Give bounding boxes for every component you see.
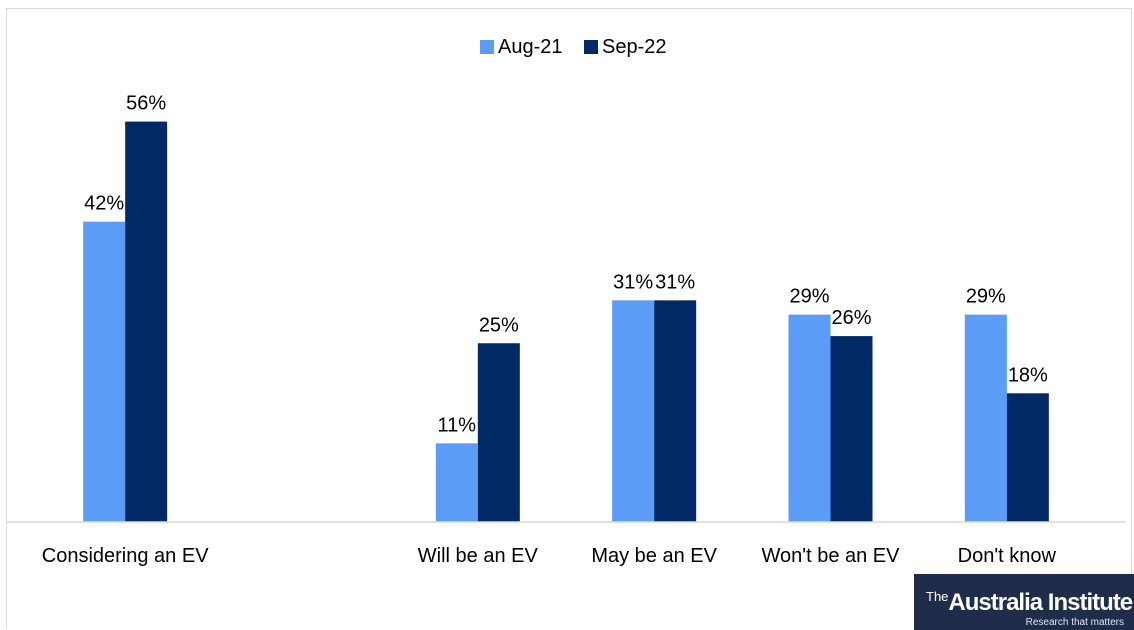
legend-label-aug-21: Aug-21 [498, 36, 563, 58]
data-label-sep-22-won-t-be-an-ev: 26% [831, 307, 871, 329]
legend: Aug-21 Sep-22 [480, 36, 667, 58]
x-tick-label-may-be-an-ev: May be an EV [591, 545, 717, 567]
bar-aug-21-don-t-know [964, 314, 1007, 522]
legend-label-sep-22: Sep-22 [602, 36, 667, 58]
x-tick-label-don-t-know: Don't know [958, 545, 1057, 567]
data-label-sep-22-considering-an-ev: 56% [126, 93, 166, 115]
x-tick-label-considering-an-ev: Considering an EV [42, 545, 209, 567]
bar-aug-21-won-t-be-an-ev [788, 314, 831, 522]
data-label-sep-22-will-be-an-ev: 25% [479, 314, 519, 336]
legend-swatch-sep-22 [584, 40, 598, 54]
logo-the: The [926, 589, 949, 604]
bar-aug-21-will-be-an-ev [435, 443, 478, 522]
logo-title: Australia Institute [948, 589, 1133, 616]
bar-sep-22-will-be-an-ev [477, 343, 520, 522]
bar-sep-22-don-t-know [1006, 393, 1049, 522]
data-labels: 42%56%11%25%31% 31%29%26%29%18% [84, 93, 1048, 437]
chart-frame [6, 8, 1132, 628]
bar-sep-22-won-t-be-an-ev [830, 336, 873, 522]
data-label-aug-21-will-be-an-ev: 11% [438, 414, 477, 436]
logo-name: TheAustralia Institute [926, 584, 1133, 616]
bars [83, 121, 1049, 522]
bar-sep-22-may-be-an-ev [654, 300, 697, 522]
bar-aug-21-may-be-an-ev [612, 300, 655, 522]
australia-institute-logo: TheAustralia Institute Research that mat… [914, 574, 1134, 630]
bar-sep-22-considering-an-ev [125, 121, 168, 522]
data-label-aug-21-may-be-an-ev: 31% [613, 271, 653, 293]
data-label-sep-22-may-be-an-ev: 31% [655, 271, 695, 293]
data-label-aug-21-won-t-be-an-ev: 29% [789, 286, 829, 308]
data-label-sep-22-don-t-know: 18% [1008, 364, 1048, 386]
x-tick-labels: Considering an EV Will be an EV May be an … [42, 545, 1057, 567]
data-label-aug-21-don-t-know: 29% [966, 286, 1006, 308]
x-tick-label-won-t-be-an-ev: Won't be an EV [762, 545, 901, 567]
bar-aug-21-considering-an-ev [83, 221, 126, 522]
logo-tagline: Research that matters [1025, 617, 1124, 628]
data-label-aug-21-considering-an-ev: 42% [84, 193, 124, 215]
legend-swatch-aug-21 [480, 40, 494, 54]
x-tick-label-will-be-an-ev: Will be an EV [418, 545, 539, 567]
